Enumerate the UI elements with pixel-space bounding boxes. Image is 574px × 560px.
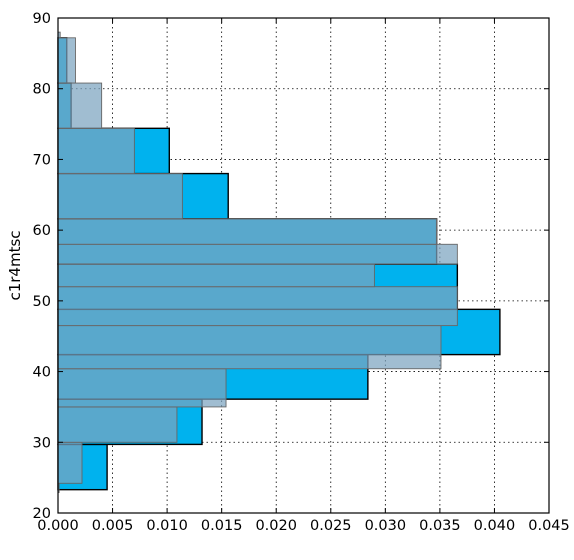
x-tick-label: 0.045 [528, 518, 570, 534]
histogram-bar [57, 173, 183, 220]
histogram-bar [57, 263, 375, 288]
ticks-layer: 0.000 0.005 0.010 0.015 0.020 0.025 0.030 0.035… [33, 11, 570, 534]
bars-layer [57, 31, 501, 493]
y-axis-title: c1r4mtsc [6, 230, 24, 300]
x-tick-label: 0.015 [201, 518, 243, 534]
histogram-bar [57, 37, 76, 84]
y-tick-label: 60 [33, 223, 51, 239]
y-tick-label: 40 [33, 365, 51, 381]
x-tick-label: 0.010 [146, 518, 188, 534]
y-tick-label: 50 [33, 294, 51, 310]
x-tick-label: 0.005 [92, 518, 134, 534]
histogram-bar [57, 243, 458, 265]
y-tick-label: 70 [33, 152, 51, 168]
x-tick-label: 0.020 [255, 518, 297, 534]
histogram-bar [57, 82, 103, 129]
x-tick-label: 0.030 [365, 518, 407, 534]
x-tick-label: 0.035 [419, 518, 461, 534]
x-tick-label: 0.040 [474, 518, 516, 534]
histogram-bar [57, 218, 438, 245]
histogram-bar [57, 325, 442, 370]
histogram-bar [57, 286, 458, 327]
y-tick-label: 20 [33, 506, 51, 522]
y-tick-label: 30 [33, 435, 51, 451]
y-tick-label: 80 [33, 82, 51, 98]
y-tick-label: 90 [33, 11, 51, 27]
histogram-bar [57, 406, 178, 443]
histogram-bar [57, 441, 83, 484]
x-tick-label: 0.000 [37, 518, 79, 534]
x-tick-label: 0.025 [310, 518, 352, 534]
series-1 [57, 31, 458, 493]
plot-frame [57, 17, 550, 514]
histogram-bar [57, 368, 227, 408]
histogram-bar [57, 127, 135, 175]
